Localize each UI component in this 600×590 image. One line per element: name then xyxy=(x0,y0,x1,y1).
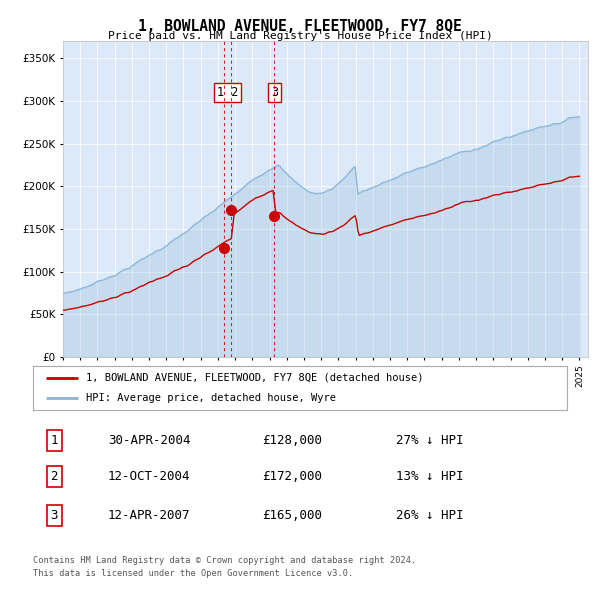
Text: 1 2: 1 2 xyxy=(217,86,238,99)
Text: Contains HM Land Registry data © Crown copyright and database right 2024.: Contains HM Land Registry data © Crown c… xyxy=(33,556,416,565)
Text: £128,000: £128,000 xyxy=(263,434,323,447)
Text: 12-APR-2007: 12-APR-2007 xyxy=(108,509,190,522)
Text: 26% ↓ HPI: 26% ↓ HPI xyxy=(396,509,464,522)
Text: 3: 3 xyxy=(271,86,278,99)
Text: 1: 1 xyxy=(50,434,58,447)
Text: 30-APR-2004: 30-APR-2004 xyxy=(108,434,190,447)
Text: 2: 2 xyxy=(50,470,58,483)
Text: 1, BOWLAND AVENUE, FLEETWOOD, FY7 8QE: 1, BOWLAND AVENUE, FLEETWOOD, FY7 8QE xyxy=(138,19,462,34)
Text: 12-OCT-2004: 12-OCT-2004 xyxy=(108,470,190,483)
Text: 13% ↓ HPI: 13% ↓ HPI xyxy=(396,470,464,483)
Text: This data is licensed under the Open Government Licence v3.0.: This data is licensed under the Open Gov… xyxy=(33,569,353,578)
Text: HPI: Average price, detached house, Wyre: HPI: Average price, detached house, Wyre xyxy=(86,393,337,403)
Text: 27% ↓ HPI: 27% ↓ HPI xyxy=(396,434,464,447)
Text: 3: 3 xyxy=(50,509,58,522)
Text: £172,000: £172,000 xyxy=(263,470,323,483)
Text: 1, BOWLAND AVENUE, FLEETWOOD, FY7 8QE (detached house): 1, BOWLAND AVENUE, FLEETWOOD, FY7 8QE (d… xyxy=(86,373,424,383)
Text: £165,000: £165,000 xyxy=(263,509,323,522)
Text: Price paid vs. HM Land Registry's House Price Index (HPI): Price paid vs. HM Land Registry's House … xyxy=(107,31,493,41)
